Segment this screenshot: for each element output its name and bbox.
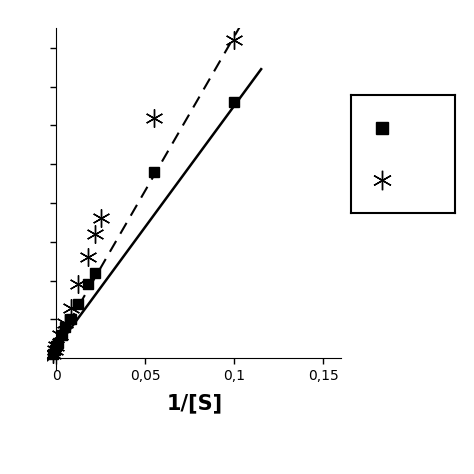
- X-axis label: 1/[S]: 1/[S]: [166, 393, 222, 414]
